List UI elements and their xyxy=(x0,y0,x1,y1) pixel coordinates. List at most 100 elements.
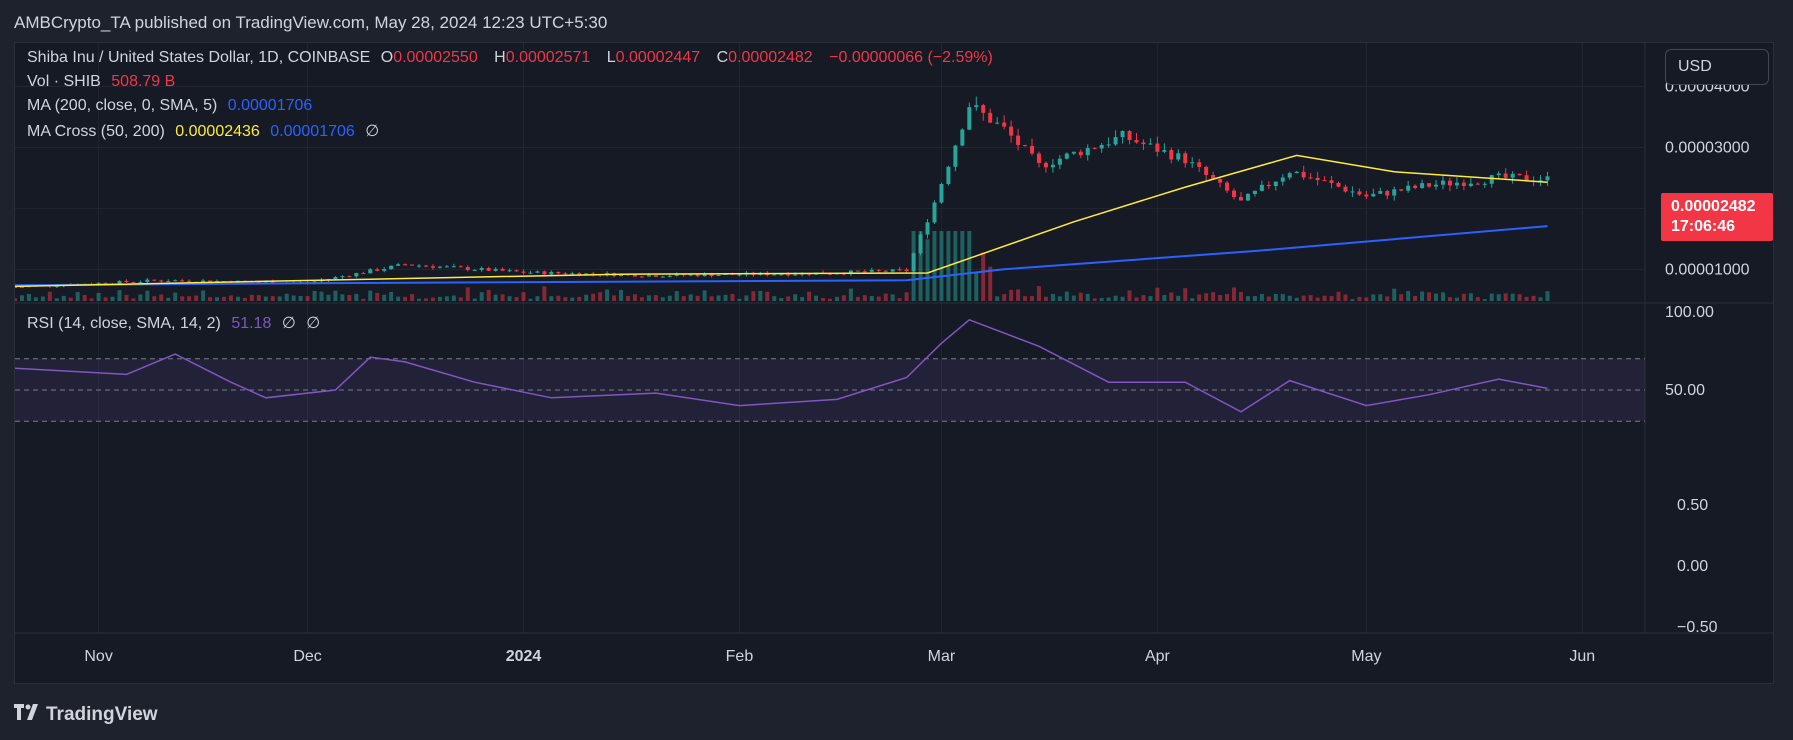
candle-body xyxy=(702,273,707,277)
rsi-extra-2: ∅ xyxy=(306,315,321,332)
volume-bar xyxy=(841,295,846,301)
candle-body xyxy=(166,281,171,283)
volume-bar xyxy=(1030,296,1035,301)
volume-bar xyxy=(897,298,902,301)
candle-body xyxy=(1399,189,1404,191)
volume-bar xyxy=(486,289,491,301)
volume-bar xyxy=(1113,295,1118,301)
volume-legend[interactable]: Vol · SHIB 508.79 B xyxy=(27,73,181,91)
tradingview-logo-icon xyxy=(14,704,40,726)
volume-bar xyxy=(417,298,422,301)
publisher-line: AMBCrypto_TA published on TradingView.co… xyxy=(14,13,608,32)
candle-body xyxy=(500,268,505,271)
volume-bar xyxy=(960,231,965,301)
volume-bar xyxy=(974,272,979,301)
chart-pane[interactable]: Nov Dec 2024 Feb Mar Apr May Jun 0.00004000 0.000… xyxy=(14,42,1774,684)
volume-bar xyxy=(500,294,505,301)
candle-body xyxy=(1155,143,1160,152)
volume-bar xyxy=(925,239,930,301)
low-label: L xyxy=(606,49,616,66)
candle-body xyxy=(1427,183,1432,187)
x-tick-label: Dec xyxy=(293,648,321,665)
volume-bar xyxy=(1197,294,1202,301)
candle-body xyxy=(1252,190,1257,194)
candle-body xyxy=(180,280,185,282)
candle-body xyxy=(403,264,408,266)
candle-body xyxy=(1036,153,1041,163)
candle-body xyxy=(1134,139,1139,143)
candle-body xyxy=(1225,182,1230,191)
candle-body xyxy=(1141,142,1146,145)
candle-body xyxy=(145,279,150,282)
volume-bar xyxy=(1545,291,1550,301)
volume-bar xyxy=(187,296,192,301)
volume-bar xyxy=(228,295,233,301)
volume-bar xyxy=(556,295,561,301)
candle-body xyxy=(1482,183,1487,185)
volume-bar xyxy=(249,294,254,301)
candle-body xyxy=(1057,158,1062,165)
ma-cross-legend[interactable]: MA Cross (50, 200) 0.00002436 0.00001706… xyxy=(27,121,385,141)
volume-bar xyxy=(876,296,881,301)
candle-body xyxy=(1447,180,1452,186)
candle-body xyxy=(1524,175,1529,181)
rsi-legend[interactable]: RSI (14, close, SMA, 14, 2) 51.18 ∅ ∅ xyxy=(27,313,326,333)
candle-body xyxy=(1517,173,1522,176)
volume-bar xyxy=(563,297,568,301)
candle-body xyxy=(493,268,498,271)
candle-body xyxy=(695,274,700,277)
candle-body xyxy=(1385,191,1390,196)
candle-body xyxy=(932,202,937,223)
candle-body xyxy=(347,276,352,278)
volume-bar xyxy=(890,294,895,301)
volume-bar xyxy=(1378,294,1383,301)
tradingview-brand[interactable]: TradingView xyxy=(14,704,158,726)
volume-bar xyxy=(1357,296,1362,301)
candle-body xyxy=(939,184,944,203)
rsi-tick-label: 50.00 xyxy=(1665,382,1705,399)
volume-bar xyxy=(235,296,240,301)
volume-bar xyxy=(834,296,839,301)
candle-body xyxy=(1113,137,1118,145)
volume-bar xyxy=(1336,291,1341,301)
chart-canvas[interactable]: Nov Dec 2024 Feb Mar Apr May Jun0.000040000.000… xyxy=(15,43,1774,684)
candle-body xyxy=(173,280,178,282)
candle-body xyxy=(1468,183,1473,186)
candle-body xyxy=(1148,143,1153,145)
volume-bar xyxy=(800,297,805,301)
tradingview-wordmark: TradingView xyxy=(46,704,158,725)
ma-legend[interactable]: MA (200, close, 0, SMA, 5) 0.00001706 xyxy=(27,97,318,115)
volume-bar xyxy=(1482,299,1487,301)
volume-bar xyxy=(1183,288,1188,301)
symbol-title[interactable]: Shiba Inu / United States Dollar, 1D, CO… xyxy=(27,49,371,66)
volume-bar xyxy=(1461,293,1466,301)
rsi-tick-label: 0.00 xyxy=(1677,558,1708,575)
volume-bar xyxy=(1524,296,1529,301)
volume-bar xyxy=(1280,293,1285,301)
volume-bar xyxy=(333,290,338,301)
volume-bar xyxy=(1162,295,1167,301)
candle-body xyxy=(1092,148,1097,150)
candle-body xyxy=(953,145,958,167)
volume-bar xyxy=(1308,295,1313,301)
volume-bar xyxy=(465,287,470,301)
candle-body xyxy=(201,280,206,283)
candle-body xyxy=(1392,189,1397,196)
volume-bar xyxy=(1218,294,1223,301)
volume-bar xyxy=(1510,293,1515,301)
candle-body xyxy=(981,105,986,113)
volume-bar xyxy=(389,291,394,301)
candle-body xyxy=(528,272,533,274)
volume-bar xyxy=(695,295,700,301)
candle-body xyxy=(1413,185,1418,189)
volume-bar xyxy=(1301,295,1306,301)
volume-bar xyxy=(1468,293,1473,301)
volume-bar xyxy=(298,295,303,301)
candle-body xyxy=(1350,191,1355,193)
volume-bar xyxy=(1259,293,1264,301)
candle-body xyxy=(465,267,470,270)
volume-bar xyxy=(793,294,798,301)
currency-button[interactable]: USD xyxy=(1665,49,1769,85)
candle-body xyxy=(1406,185,1411,191)
candle-body xyxy=(535,271,540,273)
